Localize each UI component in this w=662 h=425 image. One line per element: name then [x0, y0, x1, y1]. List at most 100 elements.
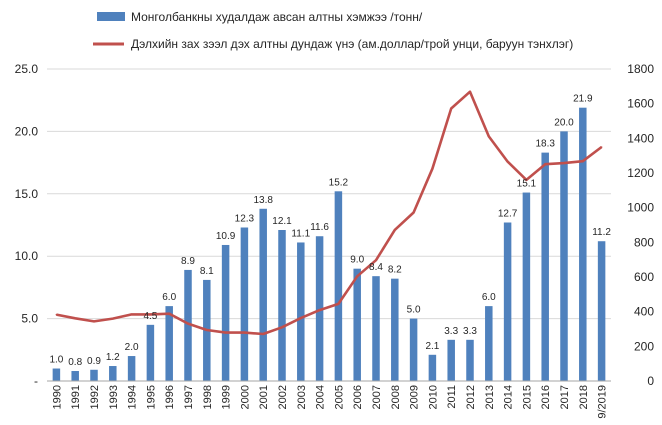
- bar: [109, 366, 117, 381]
- bar-data-label: 1.2: [106, 352, 120, 363]
- bar-data-label: 12.3: [235, 213, 255, 224]
- bar: [597, 241, 606, 381]
- bar-data-label: 8.9: [181, 256, 195, 267]
- x-axis-tick: 2011: [446, 385, 458, 409]
- bar-data-label: 2.0: [125, 342, 139, 353]
- line-point: [394, 229, 396, 231]
- bar: [52, 368, 61, 381]
- bar-data-label: 0.8: [68, 357, 82, 368]
- bar: [353, 268, 361, 381]
- line-point: [544, 163, 546, 165]
- right-axis-tick: 1400: [627, 131, 654, 145]
- bar: [579, 107, 587, 382]
- x-axis-tick: 2014: [503, 385, 515, 409]
- bar-data-label: 2.1: [425, 341, 439, 352]
- left-axis-tick: -: [34, 374, 38, 388]
- line-point: [243, 331, 246, 334]
- left-axis-tick: 5.0: [21, 312, 38, 326]
- right-axis-tick: 800: [634, 235, 654, 249]
- line-point: [130, 313, 133, 316]
- x-axis-tick: 2005: [333, 385, 345, 409]
- line-point: [563, 162, 565, 164]
- line-point: [488, 135, 490, 138]
- line-point: [281, 326, 283, 329]
- x-axis-tick: 9/2019: [597, 385, 609, 419]
- x-axis-tick: 2002: [277, 385, 289, 409]
- bar-data-label: 3.3: [463, 326, 477, 337]
- right-axis-tick: 600: [634, 270, 654, 284]
- bar-data-label: 10.9: [216, 231, 236, 242]
- x-axis: 1990 1991 1992 1993 1994 1995 1996 1997 1998 1999…: [51, 385, 608, 419]
- bar: [146, 324, 155, 381]
- left-axis: - 5.0 10.0 15.0 20.0 25.0: [15, 62, 39, 388]
- bar: [278, 229, 286, 381]
- bar-data-label: 18.3: [535, 139, 555, 150]
- right-axis-tick: 0: [647, 374, 654, 388]
- bar-data-label: 21.9: [573, 94, 593, 105]
- bar-data-label: 6.0: [162, 292, 176, 303]
- bar: [560, 131, 568, 381]
- bar: [409, 318, 418, 381]
- x-axis-tick: 1991: [70, 385, 82, 409]
- bar: [428, 354, 437, 381]
- bar-data-label: 8.2: [388, 265, 402, 276]
- line-point: [318, 309, 321, 311]
- legend-bar-label: Монголбанкны худалдаж авсан алтны хэмжээ…: [131, 10, 423, 24]
- x-axis-tick: 2000: [239, 385, 251, 409]
- bar: [391, 278, 399, 381]
- bar-series: [52, 107, 606, 382]
- bar-data-label: 8.4: [369, 262, 383, 273]
- line-point: [55, 313, 58, 316]
- x-axis-tick: 1992: [89, 385, 101, 409]
- line-point: [74, 317, 76, 320]
- left-axis-tick: 25.0: [15, 62, 39, 76]
- x-axis-tick: 2009: [409, 385, 421, 409]
- bar: [127, 356, 136, 381]
- x-axis-tick: 2017: [559, 385, 571, 409]
- line-point: [337, 303, 340, 305]
- bar: [90, 369, 98, 381]
- bar: [503, 222, 512, 381]
- line-point: [206, 329, 208, 331]
- x-axis-tick: 2018: [578, 385, 590, 409]
- left-axis-tick: 10.0: [15, 249, 39, 263]
- legend-bar-swatch: [97, 12, 125, 21]
- gold-price-line: [56, 90, 603, 336]
- bar-data-label: 3.3: [444, 326, 458, 337]
- bar-data-label: 12.7: [498, 209, 518, 220]
- right-axis-tick: 200: [634, 339, 654, 353]
- x-axis-tick: 1998: [202, 385, 214, 409]
- x-axis-tick: 1995: [145, 385, 157, 409]
- bar-data-label: 9.0: [350, 255, 364, 266]
- x-axis-tick: 1994: [127, 385, 139, 409]
- bar-data-label: 13.8: [253, 195, 273, 206]
- x-axis-tick: 2013: [484, 385, 496, 409]
- x-axis-tick: 1997: [183, 385, 195, 409]
- line-point: [431, 167, 434, 170]
- x-axis-tick: 2012: [465, 385, 477, 409]
- gridlines: [47, 68, 611, 320]
- line-series: [55, 90, 603, 336]
- bar-data-label: 15.1: [517, 179, 537, 190]
- line-point: [187, 322, 189, 325]
- line-point: [112, 317, 114, 320]
- right-axis-tick: 1800: [627, 62, 654, 76]
- x-axis-tick: 1993: [108, 385, 120, 409]
- line-point: [375, 259, 377, 261]
- bar: [372, 276, 380, 381]
- bar-data-label: 11.2: [592, 227, 611, 238]
- x-axis-tick: 2016: [540, 385, 552, 409]
- bar: [485, 306, 493, 381]
- bar: [522, 192, 531, 381]
- bar: [165, 306, 173, 381]
- bar-data-label: 6.0: [482, 292, 496, 303]
- line-point: [149, 313, 152, 316]
- bar-data-labels: 1.0 0.8 0.9 1.2 2.0 4.5 6.0 8.9 8.1 10.9 12.3 13.8 1…: [49, 94, 611, 368]
- x-axis-tick: 1999: [221, 385, 233, 409]
- bar: [447, 339, 455, 381]
- bar-data-label: 12.1: [272, 216, 292, 227]
- line-point: [506, 160, 509, 163]
- bar: [334, 191, 343, 381]
- line-point: [600, 146, 603, 148]
